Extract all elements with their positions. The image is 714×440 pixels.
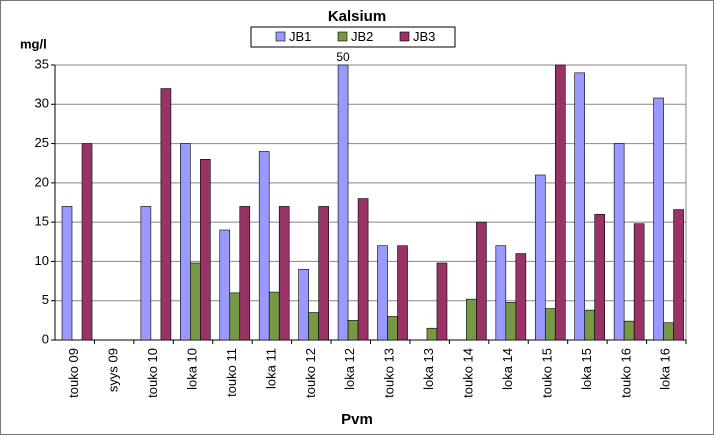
bar bbox=[268, 291, 280, 341]
bar bbox=[258, 151, 270, 341]
bar bbox=[318, 206, 329, 341]
x-tick-label: touko 15 bbox=[539, 348, 554, 398]
x-tick-label: touko 10 bbox=[145, 348, 160, 398]
y-tick-label: 20 bbox=[35, 174, 49, 189]
x-tick-label: touko 14 bbox=[461, 348, 476, 398]
y-tick-label: 5 bbox=[42, 292, 49, 307]
bar bbox=[387, 316, 398, 341]
bar bbox=[357, 198, 369, 341]
bar bbox=[673, 209, 684, 341]
x-tick-label: loka 13 bbox=[421, 348, 436, 390]
x-tick-label: loka 10 bbox=[184, 348, 199, 390]
bar bbox=[308, 312, 319, 341]
bar bbox=[623, 320, 635, 341]
bar bbox=[190, 262, 201, 341]
x-tick-label: loka 11 bbox=[263, 348, 278, 389]
bar bbox=[81, 143, 93, 341]
bar bbox=[61, 206, 73, 341]
bar bbox=[397, 245, 408, 341]
x-tick-label: loka 16 bbox=[658, 348, 673, 390]
x-tick-label: touko 13 bbox=[382, 348, 397, 398]
x-tick-label: loka 12 bbox=[342, 348, 357, 390]
bar bbox=[337, 64, 349, 341]
bar bbox=[476, 221, 487, 341]
bar bbox=[505, 301, 517, 341]
legend-label: JB2 bbox=[351, 29, 373, 44]
legend-swatch bbox=[337, 31, 348, 42]
bar bbox=[613, 143, 625, 341]
x-axis-label: Pvm bbox=[341, 411, 373, 428]
bar bbox=[515, 253, 527, 341]
bar bbox=[140, 206, 152, 341]
x-tick-label: loka 15 bbox=[579, 348, 594, 390]
bar bbox=[229, 292, 241, 341]
y-tick-label: 25 bbox=[35, 135, 49, 150]
bar bbox=[584, 309, 596, 341]
bar bbox=[466, 298, 477, 341]
bar bbox=[554, 64, 566, 341]
legend-swatch bbox=[275, 31, 286, 42]
bar bbox=[239, 206, 251, 341]
x-tick-label: syys 09 bbox=[106, 348, 121, 392]
bar bbox=[534, 174, 546, 341]
y-tick-label: 10 bbox=[35, 253, 49, 268]
bar bbox=[495, 245, 507, 341]
bar bbox=[653, 97, 664, 341]
bar bbox=[426, 327, 438, 341]
chart-title: Kalsium bbox=[328, 8, 386, 25]
bar bbox=[633, 223, 645, 341]
x-tick-label: loka 14 bbox=[500, 348, 515, 390]
y-axis-label: mg/l bbox=[20, 36, 47, 51]
bar bbox=[436, 262, 448, 341]
bar bbox=[377, 245, 388, 341]
bar bbox=[663, 322, 674, 341]
bar bbox=[544, 308, 556, 341]
y-tick-label: 15 bbox=[35, 214, 49, 229]
x-tick-label: touko 11 bbox=[224, 348, 239, 397]
y-tick-label: 0 bbox=[42, 331, 49, 346]
legend-label: JB3 bbox=[413, 29, 435, 44]
bar bbox=[298, 268, 309, 341]
bar bbox=[347, 320, 359, 341]
bar bbox=[200, 158, 211, 341]
data-label: 50 bbox=[336, 50, 350, 64]
x-tick-label: touko 16 bbox=[618, 348, 633, 398]
bar bbox=[160, 88, 172, 341]
x-tick-label: touko 12 bbox=[303, 348, 318, 398]
bar bbox=[180, 143, 191, 341]
legend-label: JB1 bbox=[289, 29, 311, 44]
bar bbox=[594, 213, 606, 341]
legend-swatch bbox=[399, 31, 410, 42]
x-tick-label: touko 09 bbox=[66, 348, 81, 398]
bar bbox=[574, 72, 585, 341]
y-tick-label: 30 bbox=[35, 96, 49, 111]
bar bbox=[278, 206, 290, 341]
y-tick-label: 35 bbox=[35, 56, 49, 71]
bar bbox=[219, 229, 231, 341]
